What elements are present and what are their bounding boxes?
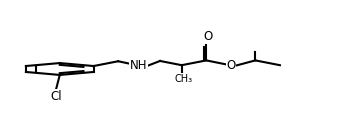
Text: O: O <box>203 30 213 43</box>
Text: CH₃: CH₃ <box>174 74 193 84</box>
Text: Cl: Cl <box>51 90 62 103</box>
Text: NH: NH <box>130 59 147 72</box>
Text: O: O <box>226 59 235 72</box>
